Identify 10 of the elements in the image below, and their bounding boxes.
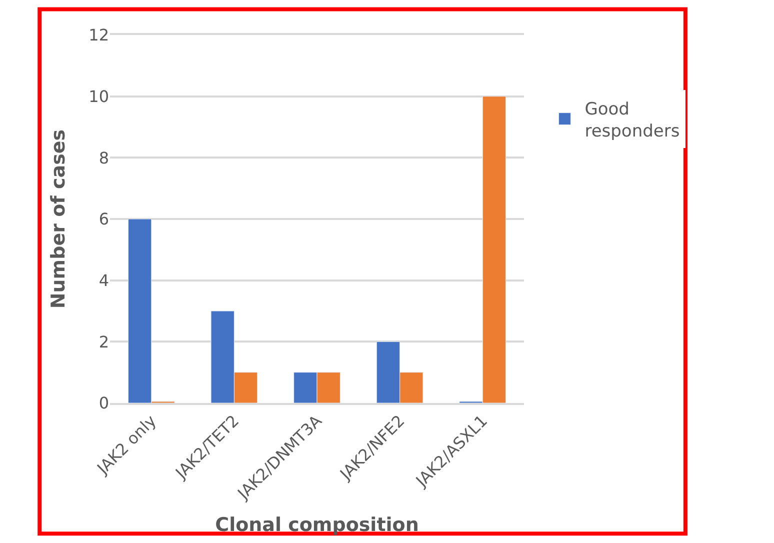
y-axis-title: Number of cases <box>47 129 70 309</box>
legend-label: Good responders <box>584 99 680 142</box>
y-tick-label: 4 <box>98 270 109 290</box>
y-tick-label: 12 <box>88 26 109 45</box>
x-axis-title: Clonal composition <box>215 514 419 536</box>
y-tick-label: 2 <box>98 332 109 352</box>
y-tick-label: 6 <box>98 210 109 229</box>
y-tick-label: 10 <box>88 86 109 106</box>
y-tick-label: 0 <box>98 394 109 413</box>
y-tick-label: 8 <box>98 148 109 168</box>
